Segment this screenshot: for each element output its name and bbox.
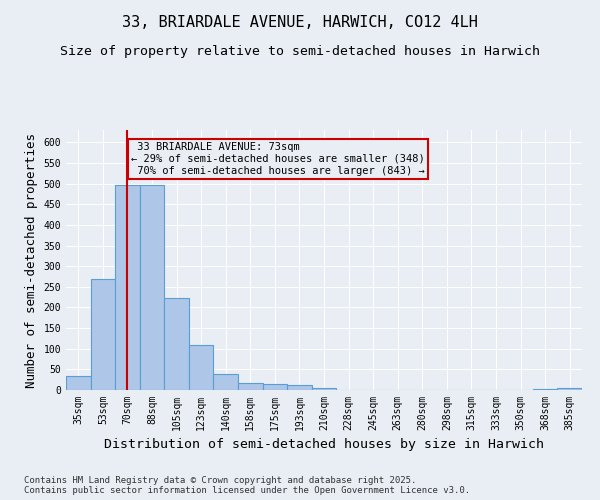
Text: Contains HM Land Registry data © Crown copyright and database right 2025.
Contai: Contains HM Land Registry data © Crown c… bbox=[24, 476, 470, 495]
Bar bbox=[66, 376, 91, 390]
Bar bbox=[238, 382, 263, 390]
Text: 33, BRIARDALE AVENUE, HARWICH, CO12 4LH: 33, BRIARDALE AVENUE, HARWICH, CO12 4LH bbox=[122, 15, 478, 30]
Bar bbox=[115, 185, 140, 390]
Bar bbox=[557, 388, 582, 390]
Bar bbox=[287, 384, 312, 390]
Y-axis label: Number of semi-detached properties: Number of semi-detached properties bbox=[25, 132, 38, 388]
Text: Size of property relative to semi-detached houses in Harwich: Size of property relative to semi-detach… bbox=[60, 45, 540, 58]
X-axis label: Distribution of semi-detached houses by size in Harwich: Distribution of semi-detached houses by … bbox=[104, 438, 544, 452]
Text: 33 BRIARDALE AVENUE: 73sqm
← 29% of semi-detached houses are smaller (348)
 70% : 33 BRIARDALE AVENUE: 73sqm ← 29% of semi… bbox=[131, 142, 425, 176]
Bar bbox=[533, 389, 557, 390]
Bar bbox=[263, 384, 287, 390]
Bar bbox=[164, 298, 189, 390]
Bar bbox=[91, 280, 115, 390]
Bar bbox=[312, 388, 336, 390]
Bar bbox=[140, 185, 164, 390]
Bar bbox=[214, 374, 238, 390]
Bar bbox=[189, 346, 214, 390]
